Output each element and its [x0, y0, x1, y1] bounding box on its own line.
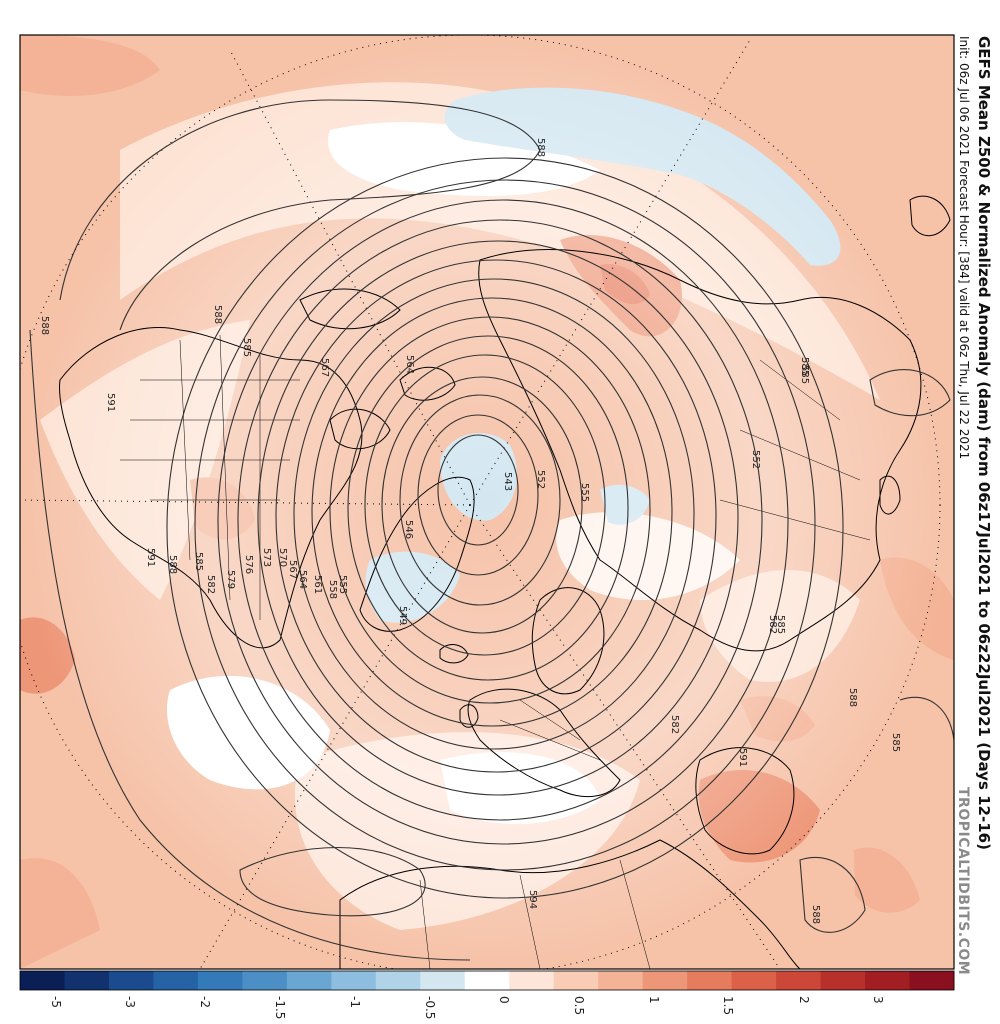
- colorbar-label: -1: [348, 996, 362, 1008]
- colorbar-swatch: [553, 971, 599, 990]
- colorbar-swatch: [197, 971, 243, 990]
- colorbar-swatch: [375, 971, 421, 990]
- colorbar-border: [19, 970, 955, 991]
- colorbar-label: 2: [797, 996, 811, 1004]
- colorbar-label: 0: [497, 996, 511, 1004]
- map-frame: [19, 34, 955, 970]
- colorbar-swatch: [509, 971, 555, 990]
- colorbar: [19, 970, 955, 991]
- contour-label: 585: [193, 552, 204, 571]
- colorbar-swatch: [731, 971, 777, 990]
- contour-label: 552: [535, 470, 546, 489]
- colorbar-label: -1.5: [273, 996, 287, 1020]
- contour-label: 564: [404, 355, 415, 374]
- contour-label: 588: [810, 905, 821, 924]
- contour-label: 588: [167, 555, 178, 574]
- contour-label: 591: [105, 393, 116, 412]
- contour-label: 588: [212, 305, 223, 324]
- colorbar-label: 3: [871, 996, 885, 1004]
- colorbar-swatch: [909, 971, 955, 990]
- graticule: [20, 35, 941, 969]
- contour-label: 555: [579, 483, 590, 502]
- colorbar-swatch: [464, 971, 510, 990]
- contour-label: 564: [297, 570, 308, 589]
- colorbar-swatch: [108, 971, 154, 990]
- contour-label: 588: [535, 138, 546, 157]
- map-subtitle: Init: 06z Jul 06 2021 Forecast Hour: [38…: [957, 36, 971, 460]
- colorbar-label: 1.5: [721, 996, 735, 1016]
- contour-label: 585: [799, 357, 810, 376]
- colorbar-swatch: [687, 971, 733, 990]
- contour-label: 570: [277, 548, 288, 567]
- colorbar-swatch: [820, 971, 866, 990]
- contour-label: 555: [337, 575, 348, 594]
- site-credit: TROPICALTIDBITS.COM: [955, 787, 971, 976]
- colorbar-swatch: [64, 971, 110, 990]
- colorbar-swatch: [598, 971, 644, 990]
- contour-label: 567: [319, 358, 330, 377]
- colorbar-swatch: [865, 971, 911, 990]
- contour-label: 552: [750, 450, 761, 469]
- colorbar-label: -2: [198, 996, 212, 1008]
- z500-contours: [29, 99, 954, 961]
- colorbar-label: 1: [647, 996, 661, 1004]
- contour-label: 582: [767, 615, 778, 634]
- contour-label: 558: [327, 580, 338, 599]
- contour-label: 582: [205, 575, 216, 594]
- contour-label: 573: [261, 548, 272, 567]
- colorbar-swatch: [642, 971, 688, 990]
- contour-label: 549: [397, 606, 408, 625]
- contour-label: 576: [243, 555, 254, 574]
- colorbar-label: -3: [123, 996, 137, 1008]
- contour-label: 585: [890, 733, 901, 752]
- contour-label: 546: [403, 520, 414, 539]
- coastlines: [59, 195, 951, 969]
- colorbar-swatch: [286, 971, 332, 990]
- colorbar-label: -5: [49, 996, 63, 1008]
- contour-label: 585: [799, 365, 810, 384]
- colorbar-swatch: [331, 971, 377, 990]
- contour-label: 591: [145, 548, 156, 567]
- colorbar-label: 0.5: [572, 996, 586, 1016]
- map-title: GEFS Mean Z500 & Normalized Anomaly (dam…: [975, 36, 993, 850]
- contour-label: 579: [225, 570, 236, 589]
- colorbar-swatch: [420, 971, 466, 990]
- contour-label: 585: [241, 338, 252, 357]
- contour-label: 582: [669, 715, 680, 734]
- contour-label: 585: [775, 615, 786, 634]
- colorbar-swatch: [153, 971, 199, 990]
- colorbar-swatch: [776, 971, 822, 990]
- colorbar-label: -0.5: [423, 996, 437, 1020]
- contour-label: 543: [502, 472, 513, 491]
- colorbar-swatch: [242, 971, 288, 990]
- contour-label: 561: [312, 575, 323, 594]
- contour-label: 588: [847, 688, 858, 707]
- contour-label: 567: [287, 560, 298, 579]
- contour-label: 588: [39, 316, 50, 335]
- colorbar-swatch: [20, 971, 65, 990]
- contour-label: 591: [737, 748, 748, 767]
- contour-label: 594: [527, 890, 538, 909]
